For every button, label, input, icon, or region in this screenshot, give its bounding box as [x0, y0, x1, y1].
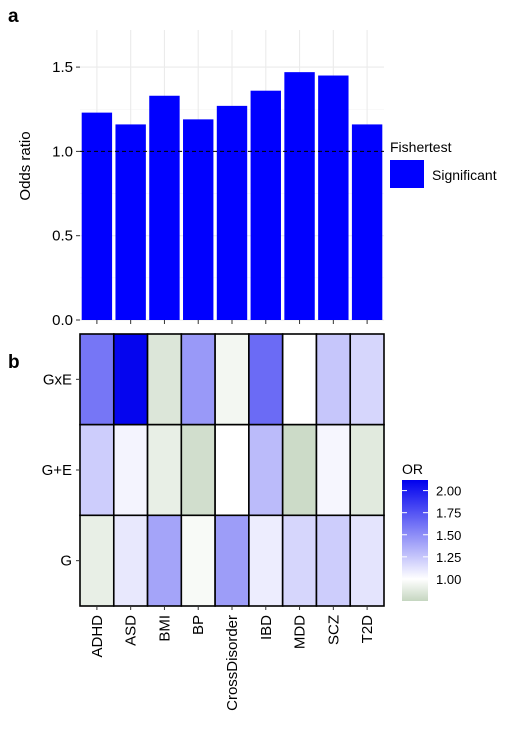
bar-legend-swatch-significant	[390, 160, 424, 188]
heatmap-cell-g-e-asd	[112, 423, 149, 517]
heatmap-cell-g-e-ibd	[248, 423, 284, 517]
bar-bmi	[149, 95, 180, 320]
heatmap-cell-g-crossdisorder	[214, 514, 250, 607]
heatmap-cell-g-e-t2d	[349, 423, 385, 517]
panel-a: a 0.0 0.5 1.0 1.5 Odds ratio Fishertest Sig…	[8, 6, 497, 329]
bar-legend-title: Fishertest	[390, 139, 452, 155]
heatmap-cell-gxe-asd	[112, 333, 149, 426]
bar-mdd	[284, 72, 315, 321]
heatmap-column-labels: ADHD ASD BMI BP CrossDisorder IBD MDD SCZ T2D	[89, 606, 376, 711]
heatmap-legend-colorbar	[402, 480, 428, 601]
panel-b-label: b	[8, 352, 20, 373]
row-label-g-e: G+E	[42, 462, 72, 479]
heatmap-cell-g-e-crossdisorder	[214, 423, 250, 517]
column-label-ibd: IBD	[258, 615, 275, 640]
heatmap-cell-g-e-mdd	[281, 423, 318, 517]
column-label-scz: SCZ	[325, 615, 342, 645]
colorbar-tick-label: 1.75	[436, 506, 461, 521]
bar-adhd	[81, 112, 113, 321]
heatmap-cell-g-e-bmi	[146, 423, 183, 517]
heatmap-cell-g-asd	[112, 514, 149, 607]
bar-bp	[183, 119, 214, 320]
y-tick-label: 0.0	[52, 312, 73, 329]
heatmap-cell-g-adhd	[79, 514, 115, 607]
heatmap-cell-gxe-ibd	[248, 333, 284, 426]
heatmap-cell-gxe-t2d	[349, 333, 385, 426]
heatmap-cell-gxe-scz	[315, 333, 352, 426]
heatmap-cell-gxe-bmi	[146, 333, 183, 426]
heatmap-cell-gxe-adhd	[79, 333, 115, 426]
y-tick-label: 1.0	[52, 143, 73, 160]
column-label-adhd: ADHD	[89, 615, 106, 658]
heatmap-legend-ticks: 1.00 1.25 1.50 1.75 2.00	[402, 484, 461, 587]
bar-ibd	[250, 90, 281, 320]
panel-a-label: a	[8, 6, 19, 27]
bar-legend-label-significant: Significant	[432, 167, 497, 183]
heatmap-cell-gxe-bp	[180, 333, 216, 426]
column-label-mdd: MDD	[292, 615, 309, 649]
bar-chart-y-ticks: 0.0 0.5 1.0 1.5	[52, 59, 80, 329]
column-label-crossdisorder: CrossDisorder	[224, 615, 241, 711]
heatmap-cell-g-e-adhd	[79, 423, 115, 517]
bar-crossdisorder	[216, 105, 248, 320]
row-label-g: G	[60, 553, 72, 570]
heatmap-cells	[79, 333, 385, 607]
heatmap-legend: OR 1.00 1.25 1.50 1.75 2.00	[402, 461, 461, 601]
heatmap-cell-g-ibd	[248, 514, 284, 607]
bar-asd	[115, 124, 146, 320]
colorbar-tick-label: 2.00	[436, 484, 461, 499]
column-label-t2d: T2D	[359, 615, 376, 644]
column-label-bmi: BMI	[156, 615, 173, 642]
colorbar-tick-label: 1.25	[436, 550, 461, 565]
row-label-gxe: GxE	[43, 371, 72, 388]
bar-chart-bars	[81, 72, 383, 321]
heatmap-cell-g-mdd	[281, 514, 318, 607]
heatmap-cell-g-scz	[315, 514, 352, 607]
heatmap-cell-g-e-scz	[315, 423, 352, 517]
bar-scz	[318, 75, 349, 320]
heatmap-legend-title: OR	[402, 461, 423, 477]
heatmap-cell-gxe-mdd	[281, 333, 318, 426]
heatmap-row-labels: GxE G+E G	[42, 371, 80, 570]
colorbar-tick-label: 1.50	[436, 528, 461, 543]
panel-b: b GxE G+E G ADHD ASD BMI BP CrossDisorder IBD MD…	[8, 333, 461, 711]
y-tick-label: 0.5	[52, 228, 73, 245]
heatmap-cell-g-bmi	[146, 514, 183, 607]
heatmap-cell-g-t2d	[349, 514, 385, 607]
colorbar-tick-label: 1.00	[436, 572, 461, 587]
column-label-bp: BP	[190, 615, 207, 635]
bar-t2d	[351, 124, 383, 320]
heatmap-cell-gxe-crossdisorder	[214, 333, 250, 426]
heatmap-cell-g-e-bp	[180, 423, 216, 517]
column-label-asd: ASD	[123, 615, 140, 646]
bar-legend: Fishertest Significant	[390, 139, 497, 188]
y-axis-label: Odds ratio	[17, 131, 34, 200]
heatmap-cell-g-bp	[180, 514, 216, 607]
y-tick-label: 1.5	[52, 59, 73, 76]
